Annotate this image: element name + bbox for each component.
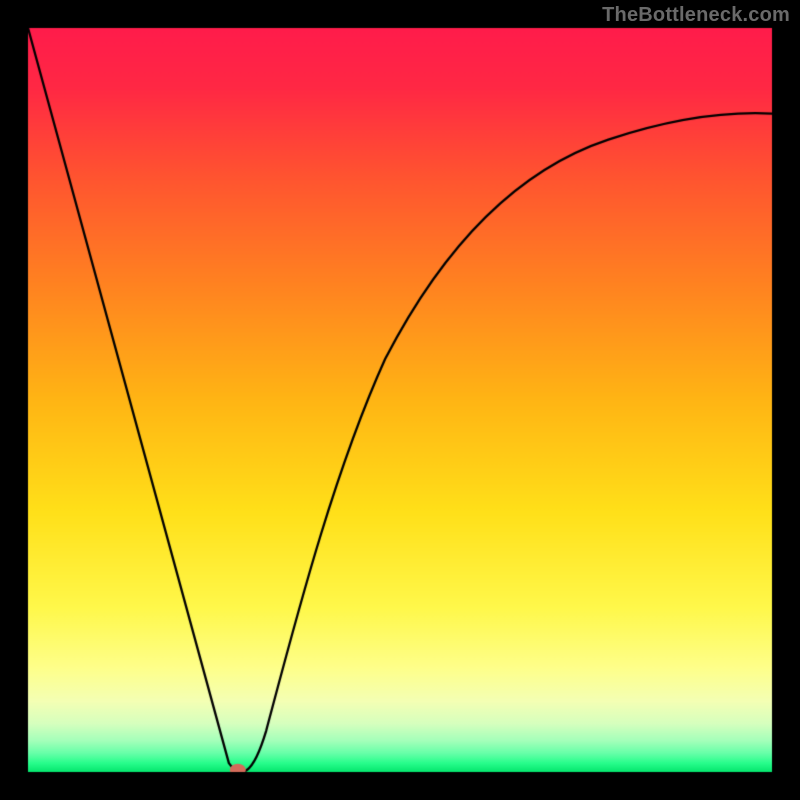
chart-container: TheBottleneck.com — [0, 0, 800, 800]
watermark-text: TheBottleneck.com — [602, 4, 790, 27]
chart-canvas — [0, 0, 800, 800]
